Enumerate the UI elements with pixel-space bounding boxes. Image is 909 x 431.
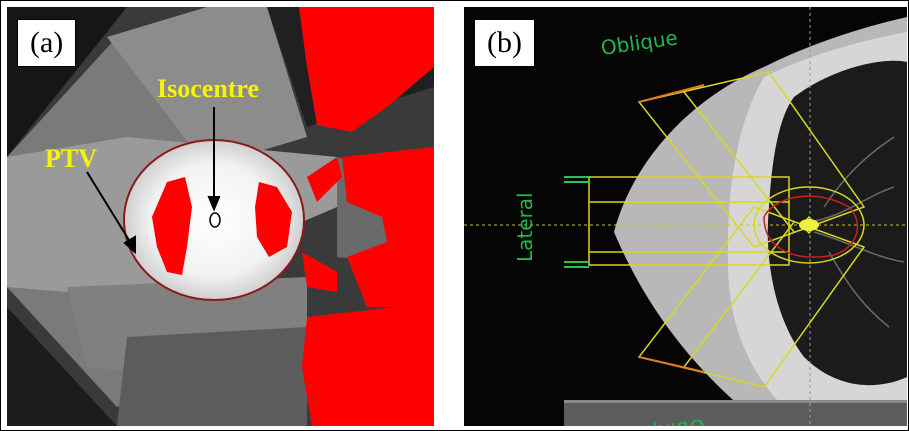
isocentre-marker — [209, 212, 221, 228]
panel-b-label: (b) — [474, 19, 535, 67]
target-contour — [763, 195, 859, 258]
panel-a-dose-map: Isocentre PTV (a) — [7, 7, 434, 426]
beam-outlines — [588, 71, 866, 388]
ptv-label: PTV — [45, 144, 97, 173]
ct-slice-image: Oblique Lateral Oblique — [464, 7, 907, 426]
oblique-bottom-label: Oblique — [627, 414, 707, 426]
lateral-label: Lateral — [513, 192, 537, 262]
isocentre-point — [799, 219, 819, 231]
dose-distribution-image: Isocentre PTV — [7, 7, 434, 426]
isocentre-label: Isocentre — [157, 74, 259, 103]
lung-region — [767, 60, 907, 386]
panel-b-beam-setup: Oblique Lateral Oblique (b) — [464, 7, 907, 426]
panel-a-label: (a) — [17, 19, 77, 67]
dose-hotspots — [152, 7, 434, 426]
